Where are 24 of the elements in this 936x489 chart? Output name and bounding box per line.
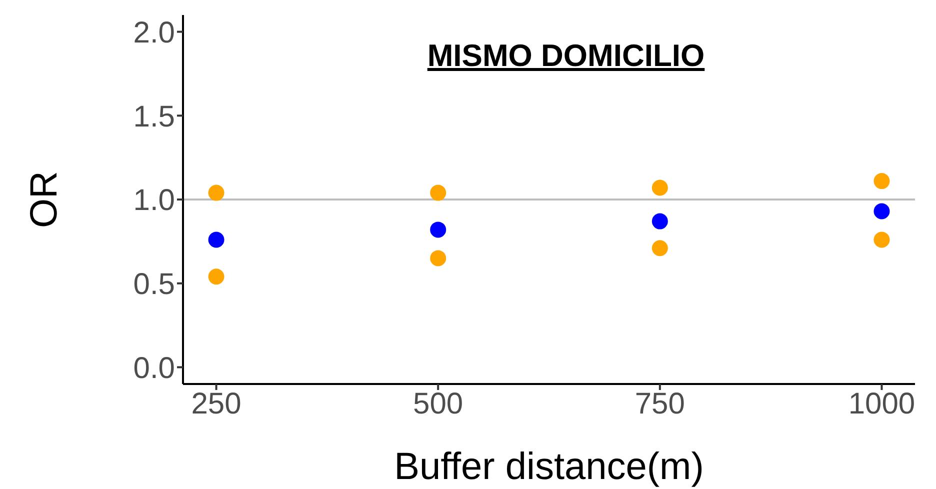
y-tick-label: 0.0 — [133, 352, 175, 385]
point — [430, 222, 446, 238]
y-tick-label: 0.5 — [133, 268, 175, 302]
y-tick-label: 1.0 — [133, 184, 175, 218]
point — [208, 184, 224, 201]
text: MISMO DOMICILIO — [426, 38, 706, 74]
x-tick-label: 750 — [634, 387, 685, 420]
x-tick-label: 500 — [413, 387, 464, 420]
x-axis-title: Buffer distance(m) — [394, 446, 704, 488]
x-tick-label: 1000 — [848, 387, 916, 420]
y-tick-label: 1.5 — [133, 100, 175, 134]
point — [652, 213, 668, 230]
y-axis-title: OR — [23, 171, 66, 228]
point — [874, 203, 890, 220]
point — [874, 173, 890, 190]
point — [208, 268, 224, 285]
x-tick-label: 250 — [191, 387, 242, 420]
y-tick-label: 2.0 — [133, 16, 175, 50]
point — [652, 240, 668, 256]
point — [430, 184, 446, 201]
point — [430, 250, 446, 266]
point — [874, 232, 890, 248]
point — [652, 180, 668, 196]
point — [208, 232, 224, 248]
